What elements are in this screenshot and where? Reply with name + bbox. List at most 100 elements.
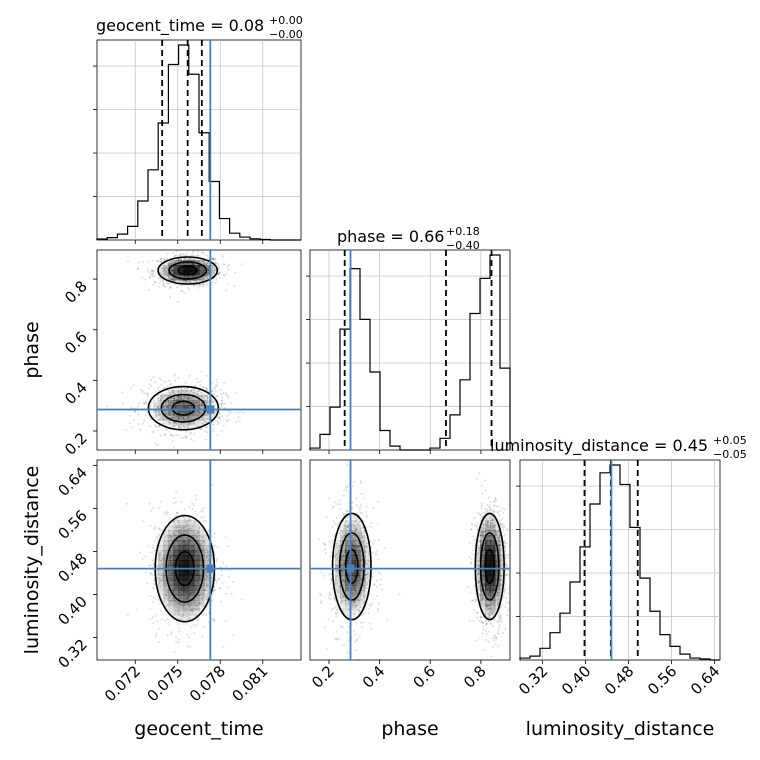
joint-phase-vs-geocent-time-point (186, 396, 189, 399)
joint-phase-vs-geocent-time-point (176, 278, 179, 281)
joint-phase-vs-geocent-time-point (151, 270, 154, 272)
joint-phase-vs-geocent-time-density-cell (183, 275, 190, 281)
joint-phase-vs-geocent-time-point (196, 393, 199, 395)
joint-luminosity-distance-vs-geocent-time-point (228, 575, 230, 578)
joint-luminosity-distance-vs-phase-point (472, 549, 475, 552)
joint-phase-vs-geocent-time-point (184, 397, 187, 399)
joint-phase-vs-geocent-time-point (221, 396, 224, 399)
joint-phase-vs-geocent-time-point (170, 390, 173, 393)
joint-phase-vs-geocent-time-point (161, 393, 164, 396)
joint-phase-vs-geocent-time-point (170, 277, 173, 280)
joint-luminosity-distance-vs-phase-point (484, 508, 487, 510)
joint-phase-vs-geocent-time-point (202, 252, 205, 255)
joint-phase-vs-geocent-time-point (194, 401, 197, 404)
joint-luminosity-distance-vs-geocent-time-point (189, 528, 192, 531)
joint-phase-vs-geocent-time-point (242, 412, 245, 415)
joint-phase-vs-geocent-time-point (196, 405, 199, 407)
joint-phase-vs-geocent-time-point (193, 388, 196, 391)
joint-phase-vs-geocent-time-point (161, 415, 164, 418)
joint-phase-vs-geocent-time-point (156, 419, 159, 421)
joint-phase-vs-geocent-time-point (220, 404, 223, 407)
joint-phase-vs-geocent-time-point (225, 272, 228, 275)
joint-phase-vs-geocent-time-point (169, 393, 172, 396)
joint-phase-vs-geocent-time-density-cell (199, 265, 205, 271)
joint-phase-vs-geocent-time-point (157, 429, 159, 432)
joint-luminosity-distance-vs-geocent-time-point (177, 521, 180, 524)
joint-luminosity-distance-vs-geocent-time-point (188, 636, 190, 639)
joint-phase-vs-geocent-time-point (235, 392, 238, 395)
joint-phase-vs-geocent-time-point (169, 286, 172, 288)
joint-phase-vs-geocent-time-density-cell (183, 395, 190, 401)
joint-phase-vs-geocent-time-point (176, 390, 179, 393)
joint-luminosity-distance-vs-geocent-time-point (180, 659, 183, 660)
joint-phase-vs-geocent-time-point (189, 417, 192, 420)
joint-phase-vs-geocent-time-contour-0-2 (157, 256, 219, 285)
joint-luminosity-distance-vs-geocent-time-point (202, 516, 205, 519)
joint-phase-vs-geocent-time-point (161, 267, 163, 270)
joint-phase-vs-geocent-time-point (202, 386, 205, 389)
joint-luminosity-distance-vs-geocent-time-point (174, 526, 177, 529)
joint-luminosity-distance-vs-phase-point (476, 528, 479, 531)
joint-phase-vs-geocent-time-point (187, 416, 189, 419)
joint-phase-vs-geocent-time-point (166, 273, 169, 276)
joint-phase-vs-geocent-time-point (159, 280, 162, 283)
joint-luminosity-distance-vs-geocent-time-point (207, 611, 210, 614)
joint-luminosity-distance-vs-phase-point (343, 489, 346, 492)
joint-phase-vs-geocent-time-point (178, 426, 181, 429)
joint-phase-vs-geocent-time-point (187, 387, 189, 390)
joint-luminosity-distance-vs-geocent-time-point (125, 502, 128, 505)
joint-luminosity-distance-vs-phase-density-cell (340, 600, 346, 606)
panel-frame-hist-geocent-time (96, 39, 302, 241)
joint-luminosity-distance-vs-geocent-time-density-cell (184, 510, 190, 515)
joint-luminosity-distance-vs-geocent-time-point (163, 580, 166, 583)
joint-phase-vs-geocent-time-point (162, 406, 165, 408)
joint-luminosity-distance-vs-geocent-time-density-cell (183, 540, 190, 546)
joint-phase-vs-geocent-time-point (223, 402, 226, 405)
joint-phase-vs-geocent-time-point (221, 415, 224, 418)
joint-phase-vs-geocent-time-point (161, 396, 164, 399)
joint-phase-vs-geocent-time-point (198, 405, 201, 408)
joint-luminosity-distance-vs-phase-point (498, 626, 501, 629)
joint-luminosity-distance-vs-geocent-time-point (174, 501, 177, 504)
joint-luminosity-distance-vs-geocent-time-point (195, 498, 198, 501)
joint-phase-vs-geocent-time-point (228, 264, 230, 267)
joint-phase-vs-geocent-time-point (153, 402, 155, 405)
joint-luminosity-distance-vs-phase-point (364, 510, 367, 513)
joint-phase-vs-geocent-time-point (193, 422, 195, 425)
joint-phase-vs-geocent-time-point (163, 267, 166, 270)
joint-luminosity-distance-vs-geocent-time-point (213, 619, 216, 622)
joint-luminosity-distance-vs-geocent-time-point (178, 526, 181, 529)
joint-phase-vs-geocent-time-point (175, 254, 178, 257)
joint-phase-vs-geocent-time-point (201, 279, 204, 281)
joint-luminosity-distance-vs-geocent-time-point (187, 596, 190, 599)
joint-luminosity-distance-vs-geocent-time-point (197, 531, 200, 534)
joint-luminosity-distance-vs-phase-point (333, 596, 336, 599)
joint-luminosity-distance-vs-phase-point (475, 639, 478, 642)
joint-luminosity-distance-vs-geocent-time-density-cell (193, 575, 200, 581)
joint-luminosity-distance-vs-geocent-time-point (185, 520, 188, 523)
joint-phase-vs-geocent-time-point (202, 251, 204, 254)
joint-phase-vs-geocent-time-point (190, 398, 193, 401)
joint-phase-vs-geocent-time-point (217, 421, 220, 424)
joint-luminosity-distance-vs-phase-point (493, 500, 496, 503)
joint-phase-vs-geocent-time-point (187, 288, 190, 291)
joint-luminosity-distance-vs-geocent-time-point (177, 524, 180, 527)
joint-luminosity-distance-vs-phase-density-cell (360, 535, 366, 541)
joint-luminosity-distance-vs-geocent-time-point (165, 551, 168, 554)
title-phase-median: 0.66 (409, 227, 445, 246)
joint-luminosity-distance-vs-geocent-time-density-cell (178, 545, 185, 551)
joint-luminosity-distance-vs-phase-point (334, 606, 337, 609)
joint-phase-vs-geocent-time-point (146, 394, 149, 397)
joint-phase-vs-geocent-time-point (171, 261, 174, 264)
joint-phase-vs-geocent-time-point (188, 280, 191, 283)
joint-phase-vs-geocent-time-point (192, 263, 195, 265)
joint-luminosity-distance-vs-phase-point (496, 632, 499, 635)
joint-phase-vs-geocent-time-point (193, 412, 196, 415)
joint-luminosity-distance-vs-phase-point (354, 633, 357, 636)
joint-luminosity-distance-vs-geocent-time-point (195, 608, 198, 611)
joint-phase-vs-geocent-time-point (141, 276, 144, 279)
joint-phase-vs-geocent-time-point (206, 268, 209, 271)
joint-phase-vs-geocent-time-point (165, 273, 167, 276)
joint-luminosity-distance-vs-geocent-time-point (165, 511, 168, 513)
joint-luminosity-distance-vs-phase-point (473, 609, 476, 612)
